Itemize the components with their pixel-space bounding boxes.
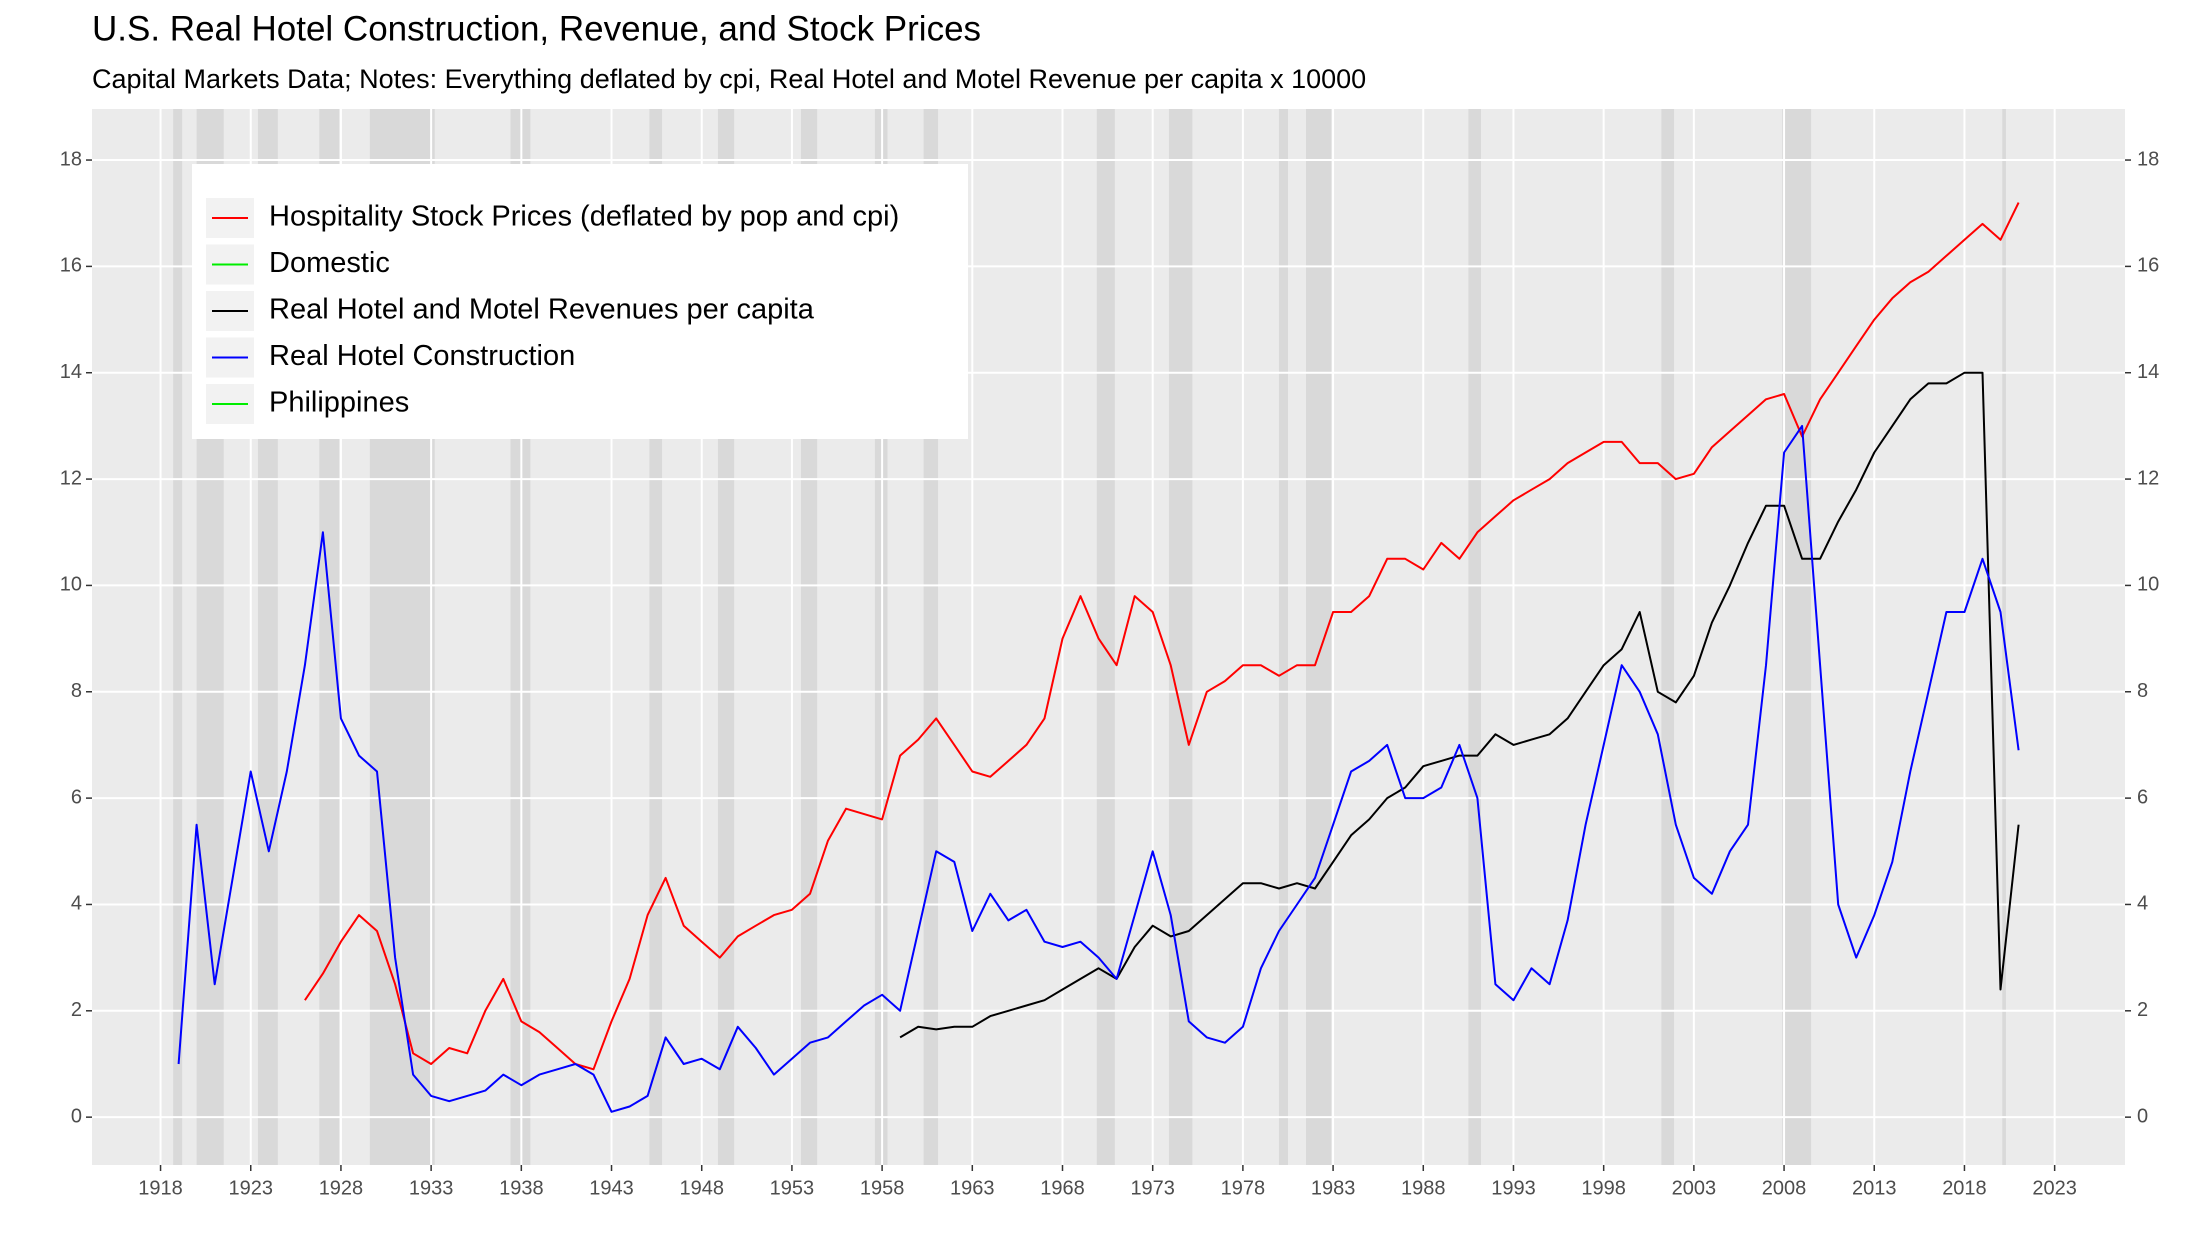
y-tick-label: 6 xyxy=(71,786,82,808)
x-tick-label: 1933 xyxy=(409,1177,454,1199)
recession-band xyxy=(173,109,183,1165)
y-tick-label: 12 xyxy=(60,467,82,489)
x-tick-label: 1968 xyxy=(1040,1177,1085,1199)
y2-tick-label: 6 xyxy=(2137,786,2148,808)
x-tick-label: 1963 xyxy=(950,1177,995,1199)
y2-tick-label: 12 xyxy=(2137,467,2159,489)
x-tick-label: 1938 xyxy=(499,1177,544,1199)
y-tick-label: 18 xyxy=(60,148,82,170)
recession-band xyxy=(1168,109,1193,1165)
recession-band xyxy=(1661,109,1675,1165)
x-tick-label: 1953 xyxy=(770,1177,815,1199)
x-tick-label: 1988 xyxy=(1401,1177,1446,1199)
x-tick-label: 1978 xyxy=(1221,1177,1266,1199)
x-tick-label: 1918 xyxy=(138,1177,183,1199)
y2-tick-label: 18 xyxy=(2137,148,2159,170)
y2-tick-label: 14 xyxy=(2137,361,2159,383)
x-tick-label: 2003 xyxy=(1672,1177,1717,1199)
y2-tick-label: 8 xyxy=(2137,680,2148,702)
recession-band xyxy=(1096,109,1115,1165)
x-tick-label: 1958 xyxy=(860,1177,905,1199)
y-tick-label: 0 xyxy=(71,1105,82,1127)
y-tick-label: 14 xyxy=(60,361,82,383)
x-tick-label: 2023 xyxy=(2032,1177,2077,1199)
x-tick-label: 1983 xyxy=(1311,1177,1356,1199)
recession-band xyxy=(1468,109,1482,1165)
recession-band xyxy=(1306,109,1332,1165)
y2-tick-label: 4 xyxy=(2137,893,2148,915)
x-tick-label: 1993 xyxy=(1491,1177,1536,1199)
y2-tick-label: 16 xyxy=(2137,255,2159,277)
x-tick-label: 2018 xyxy=(1942,1177,1987,1199)
x-tick-label: 1928 xyxy=(319,1177,364,1199)
x-tick-label: 1973 xyxy=(1130,1177,1175,1199)
legend-label: Real Hotel and Motel Revenues per capita xyxy=(269,294,815,326)
legend-label: Domestic xyxy=(269,247,390,279)
legend-label: Hospitality Stock Prices (deflated by po… xyxy=(269,201,899,233)
y2-tick-label: 0 xyxy=(2137,1105,2148,1127)
recession-band xyxy=(1782,109,1812,1165)
y-tick-label: 8 xyxy=(71,680,82,702)
legend-label: Philippines xyxy=(269,387,409,419)
y-tick-label: 10 xyxy=(60,574,82,596)
x-tick-label: 2013 xyxy=(1852,1177,1897,1199)
y-tick-label: 4 xyxy=(71,893,82,915)
y-tick-label: 16 xyxy=(60,255,82,277)
chart-title: U.S. Real Hotel Construction, Revenue, a… xyxy=(92,9,981,48)
chart-subtitle: Capital Markets Data; Notes: Everything … xyxy=(92,64,1366,94)
x-tick-label: 1948 xyxy=(679,1177,724,1199)
recession-band xyxy=(1278,109,1288,1165)
legend-box xyxy=(192,164,968,439)
y-tick-label: 2 xyxy=(71,999,82,1021)
legend-label: Real Hotel Construction xyxy=(269,340,575,372)
y2-tick-label: 10 xyxy=(2137,574,2159,596)
series-line xyxy=(899,371,2020,1039)
x-tick-label: 1943 xyxy=(589,1177,634,1199)
y2-tick-label: 2 xyxy=(2137,999,2148,1021)
x-tick-label: 1923 xyxy=(228,1177,273,1199)
series-line xyxy=(177,424,2020,1113)
x-tick-label: 2008 xyxy=(1762,1177,1807,1199)
series-line xyxy=(304,202,2020,1071)
x-tick-label: 1998 xyxy=(1581,1177,1626,1199)
